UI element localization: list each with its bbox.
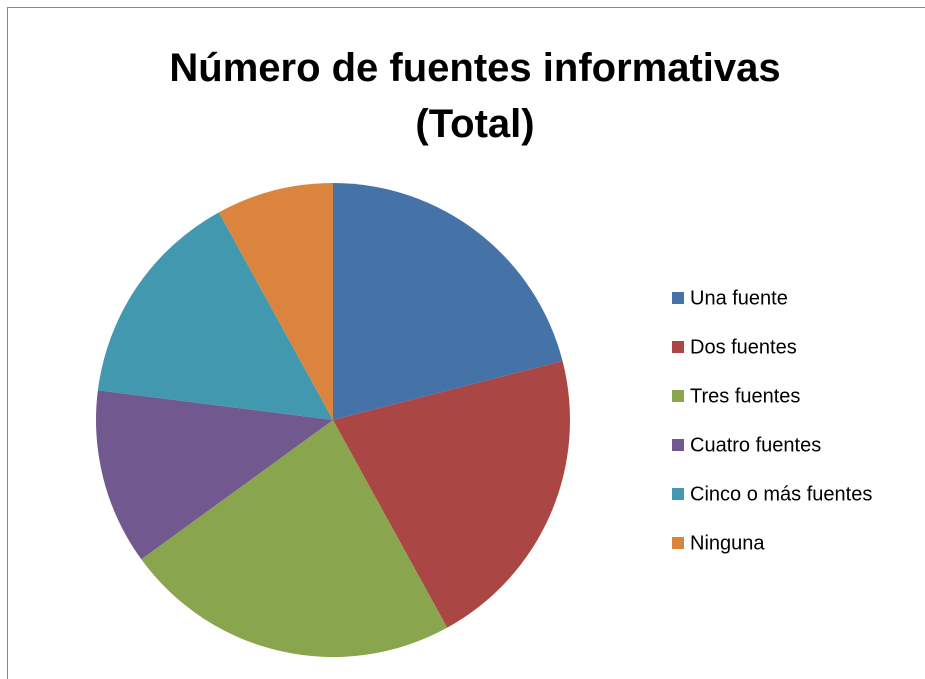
chart-border — [7, 7, 925, 679]
legend-label: Cuatro fuentes — [690, 434, 821, 456]
legend-label: Una fuente — [690, 287, 788, 309]
legend-swatch — [672, 439, 684, 451]
legend-swatch — [672, 341, 684, 353]
pie-slice — [141, 420, 448, 657]
legend-swatch — [672, 488, 684, 500]
legend-label: Dos fuentes — [690, 336, 797, 358]
legend-label: Ninguna — [690, 532, 765, 554]
pie-slice — [333, 183, 563, 420]
pie-slice — [95, 390, 333, 560]
legend-swatch — [672, 292, 684, 304]
pie-slice — [333, 361, 570, 628]
legend-swatch — [672, 390, 684, 402]
chart-title: Número de fuentes informativas (Total) — [169, 46, 781, 146]
legend-label: Tres fuentes — [690, 385, 800, 407]
pie-slice — [218, 183, 333, 420]
legend-label: Cinco o más fuentes — [690, 483, 872, 505]
pie-slice — [97, 212, 334, 420]
legend-swatch — [672, 537, 684, 549]
